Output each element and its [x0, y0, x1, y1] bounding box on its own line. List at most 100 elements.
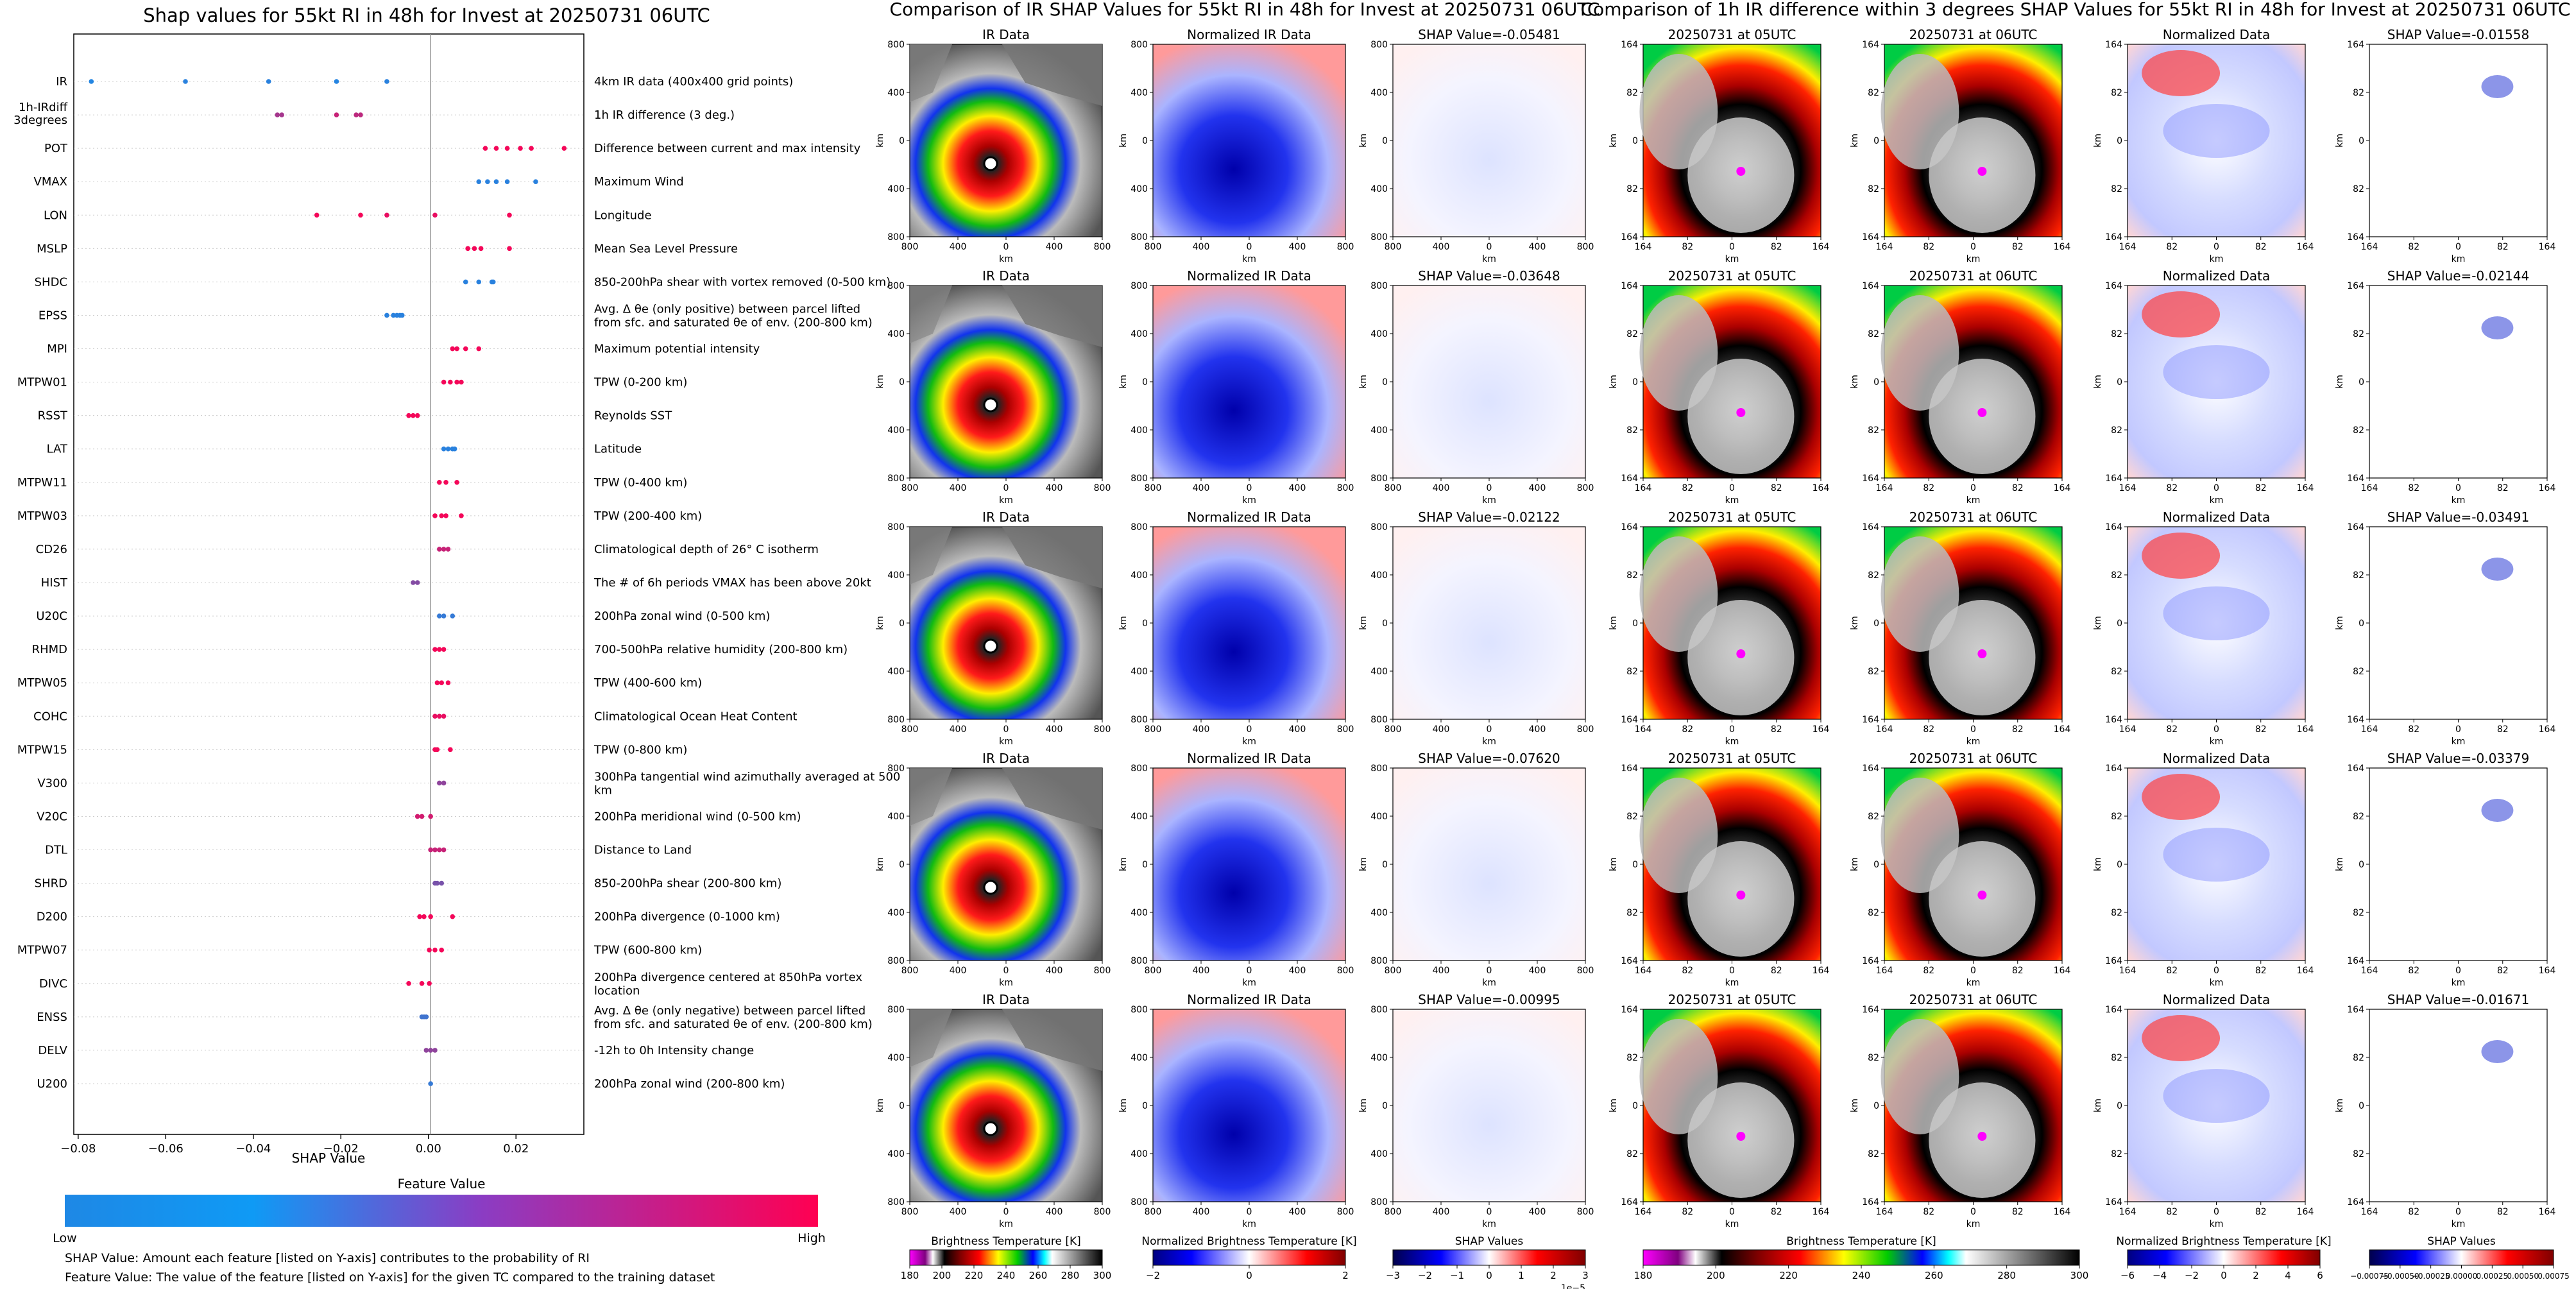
- panel-x-axis-label: km: [1482, 254, 1496, 264]
- feature-code-label: HIST: [41, 576, 68, 590]
- shap-point: [441, 647, 447, 652]
- feature-description-label: Climatological depth of 26° C isotherm: [594, 543, 819, 556]
- panel-x-tick-label: 164: [2054, 242, 2071, 252]
- panel-x-tick-label: 800: [1094, 1207, 1111, 1217]
- panel-y-tick-label: 164: [2347, 522, 2364, 533]
- panel-y-tick-label: 82: [1868, 1053, 1879, 1063]
- panel-title: 20250731 at 06UTC: [1909, 992, 2038, 1007]
- panel-y-tick-label: 164: [2105, 1005, 2122, 1015]
- panel-y-axis-label: km: [1118, 133, 1129, 148]
- shap-point: [423, 1014, 429, 1020]
- colorbar-tick-label: −2: [2185, 1270, 2199, 1281]
- panel-x-tick-label: 800: [1337, 724, 1354, 735]
- shap-point: [504, 179, 510, 185]
- panel-y-tick-label: 400: [887, 1149, 905, 1159]
- panel-x-tick-label: 164: [2539, 724, 2556, 735]
- panel-x-tick-label: 800: [1385, 966, 1402, 976]
- panel-x-tick-label: 800: [1094, 242, 1111, 252]
- shap-point: [445, 547, 451, 552]
- shap-point: [441, 780, 447, 786]
- shap-point: [406, 981, 411, 986]
- panel-x-tick-label: 0: [2455, 483, 2461, 493]
- map-panel: SHAP Value=-0.01671 164 82 0 82 164 km 164 82 0 82…: [2335, 992, 2555, 1229]
- panel-y-tick-label: 400: [1370, 88, 1388, 98]
- colorbar: [1642, 1249, 2080, 1266]
- panel-x-tick-label: 82: [2255, 966, 2267, 976]
- feature-code-label: COHC: [33, 710, 67, 723]
- shap-point: [419, 981, 425, 986]
- panel-y-tick-label: 800: [887, 474, 905, 484]
- land-overlay: [1002, 286, 1102, 347]
- panel-x-tick-label: 0: [2213, 1207, 2219, 1217]
- warm-anomaly: [2142, 774, 2221, 820]
- panel-y-axis-label: km: [2335, 857, 2345, 871]
- panel-y-tick-label: 82: [1626, 908, 1638, 918]
- panel-x-tick-label: 0: [2455, 242, 2461, 252]
- shap-point: [507, 246, 512, 252]
- map-image: [1392, 44, 1586, 237]
- panel-y-tick-label: 164: [2347, 281, 2364, 291]
- shap-point: [441, 547, 447, 552]
- feature-description-line: TPW (400-600 km): [593, 676, 702, 690]
- panel-x-tick-label: 400: [950, 483, 967, 493]
- shap-point: [533, 179, 538, 185]
- panel-x-tick-label: 164: [2297, 966, 2314, 976]
- feature-description-label: 700-500hPa relative humidity (200-800 km…: [594, 643, 848, 656]
- colorbar-tick-label: −1: [1450, 1270, 1464, 1281]
- shap-point: [434, 880, 440, 886]
- feature-code-label: MTPW15: [17, 743, 67, 756]
- panel-x-axis-label: km: [1725, 978, 1739, 988]
- panel-x-tick-label: 164: [1635, 483, 1652, 493]
- panel-y-tick-label: 800: [1130, 764, 1148, 774]
- feature-description-label: TPW (200-400 km): [593, 509, 702, 523]
- shap-point: [437, 713, 442, 719]
- panel-y-tick-label: 0: [2358, 619, 2364, 629]
- panel-x-axis-label: km: [1242, 978, 1256, 988]
- feature-code-line: 3degrees: [13, 114, 67, 127]
- panel-y-tick-label: 800: [887, 956, 905, 966]
- panel-y-tick-label: 0: [1873, 377, 1879, 388]
- panel-x-axis-label: km: [999, 254, 1013, 264]
- panel-y-tick-label: 164: [1862, 232, 1879, 243]
- panel-y-tick-label: 164: [1862, 281, 1879, 291]
- panel-y-tick-label: 400: [1370, 570, 1388, 581]
- colorbar-label: SHAP Values: [2427, 1235, 2496, 1248]
- shap-point: [445, 680, 451, 685]
- panel-x-tick-label: 0: [1729, 1207, 1735, 1217]
- feature-code-label: SHRD: [35, 877, 67, 891]
- colorbar: [2369, 1249, 2554, 1266]
- panel-x-tick-label: 0: [1729, 966, 1735, 976]
- shap-point: [384, 79, 389, 84]
- panel-x-tick-label: 400: [1193, 966, 1210, 976]
- map-panel: 20250731 at 05UTC 164 82 0 82 164 km 164 82 0 82 16…: [1608, 268, 1829, 506]
- panel-y-tick-label: 0: [2117, 136, 2122, 146]
- panel-x-tick-label: 800: [1145, 483, 1162, 493]
- feature-description-line: Climatological depth of 26° C isotherm: [594, 543, 819, 556]
- panel-x-tick-label: 164: [2539, 966, 2556, 976]
- colorbar-tick-label: 200: [1707, 1270, 1725, 1281]
- panel-x-tick-label: 82: [2408, 724, 2419, 735]
- panel-y-tick-label: 164: [1862, 1197, 1879, 1208]
- shap-point: [334, 79, 339, 84]
- colorbar-tick-label: 0: [2221, 1270, 2227, 1281]
- panel-y-tick-label: 800: [1370, 40, 1388, 50]
- shap-point: [529, 146, 534, 151]
- cold-anomaly: [2163, 586, 2270, 640]
- shap-value-note: SHAP Value: Amount each feature [listed …: [65, 1251, 590, 1265]
- feature-description-line: Mean Sea Level Pressure: [594, 242, 738, 255]
- shap-point: [450, 613, 456, 619]
- panel-x-tick-label: 0: [1003, 966, 1009, 976]
- map-panel: 20250731 at 05UTC 164 82 0 82 164 km 164 82 0 82 16…: [1608, 509, 1829, 747]
- panel-x-tick-label: 400: [1289, 242, 1306, 252]
- colorbar-label: SHAP Values: [1455, 1235, 1524, 1248]
- map-image: [1392, 285, 1586, 479]
- feature-code-label: MTPW05: [17, 676, 67, 690]
- panel-x-axis-label: km: [1966, 978, 1981, 988]
- map-image: [1392, 767, 1586, 961]
- map-panel: Normalized Data 164 82 0 82 164 km 164 82 0 82 164 k…: [2093, 992, 2314, 1229]
- panel-y-tick-label: 400: [1130, 812, 1148, 822]
- panel-y-tick-label: 0: [2117, 377, 2122, 388]
- panel-y-tick-label: 0: [899, 619, 905, 629]
- panel-title: SHAP Value=-0.07620: [1418, 751, 1560, 766]
